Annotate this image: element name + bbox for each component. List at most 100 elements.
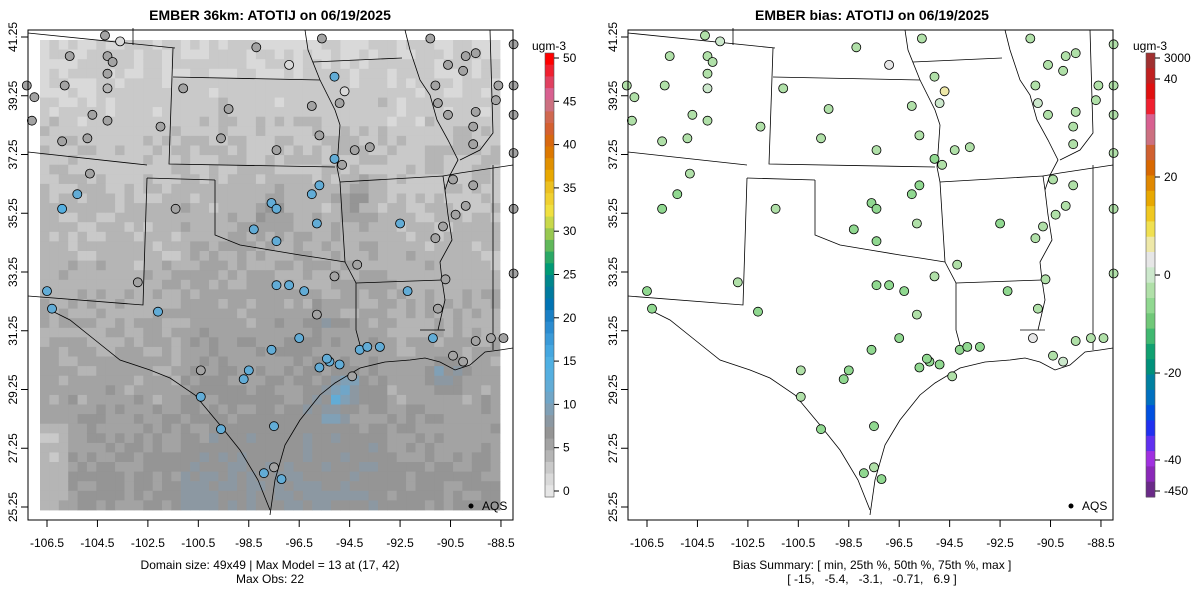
model-cell xyxy=(359,462,369,472)
model-cell xyxy=(162,241,172,252)
model-cell xyxy=(349,203,360,214)
x-tick-label: -104.5 xyxy=(80,536,114,550)
model-cell xyxy=(284,442,294,453)
model-cell xyxy=(105,385,116,396)
model-cell xyxy=(368,251,379,261)
model-cell xyxy=(490,337,501,348)
model-cell xyxy=(152,260,163,271)
bias-station-point xyxy=(1108,39,1119,50)
model-cell xyxy=(209,452,219,463)
model-cell xyxy=(246,462,257,472)
model-cell xyxy=(331,289,341,300)
model-cell xyxy=(227,375,238,386)
model-cell xyxy=(77,375,88,386)
model-cell xyxy=(143,183,154,194)
model-cell xyxy=(265,222,276,233)
model-cell xyxy=(105,490,116,501)
model-cell xyxy=(396,270,407,281)
model-cell xyxy=(143,452,154,463)
obs-station-point xyxy=(284,60,295,70)
model-cell xyxy=(68,212,78,223)
model-cell xyxy=(237,327,247,338)
model-cell xyxy=(58,423,69,434)
model-cell xyxy=(265,212,276,223)
model-cell xyxy=(265,116,276,127)
obs-station-point xyxy=(329,71,340,82)
model-cell xyxy=(293,481,304,492)
model-cell xyxy=(143,174,154,185)
model-cell xyxy=(180,59,191,70)
model-cell xyxy=(40,59,50,70)
model-cell xyxy=(340,270,351,281)
model-cell xyxy=(443,260,454,271)
model-cell xyxy=(387,78,398,89)
model-cell xyxy=(284,155,294,166)
model-cell xyxy=(227,279,238,290)
obs-station-point xyxy=(21,80,32,91)
model-cell xyxy=(312,145,322,156)
model-cell xyxy=(209,270,219,281)
model-cell xyxy=(68,337,78,348)
model-cell xyxy=(340,442,351,453)
model-cell xyxy=(115,442,125,453)
model-cell xyxy=(359,308,369,319)
model-cell xyxy=(143,433,154,444)
y-tick-label: 39.25 xyxy=(606,80,620,110)
model-cell xyxy=(340,126,351,137)
model-cell xyxy=(453,394,463,405)
model-cell xyxy=(68,318,78,329)
model-cell xyxy=(481,231,491,242)
colorbar-swatch xyxy=(545,88,554,101)
model-cell xyxy=(434,116,445,127)
model-cell xyxy=(227,183,238,194)
model-cell xyxy=(171,462,182,472)
model-cell xyxy=(227,212,238,223)
model-cell xyxy=(58,59,69,70)
obs-station-point xyxy=(395,218,406,229)
model-cell xyxy=(68,241,78,252)
x-tick-label: -102.5 xyxy=(131,536,165,550)
model-cell xyxy=(284,164,294,175)
obs-station-point xyxy=(153,306,163,317)
model-cell xyxy=(321,490,332,501)
model-cell xyxy=(415,78,426,89)
model-cell xyxy=(171,414,182,425)
model-cell xyxy=(190,155,200,166)
obs-station-point xyxy=(438,221,448,232)
model-cell xyxy=(49,270,60,281)
obs-station-point xyxy=(223,104,234,114)
model-cell xyxy=(387,452,398,463)
x-tick-label: -90.5 xyxy=(437,536,465,550)
model-cell xyxy=(321,375,332,386)
model-cell xyxy=(199,318,210,329)
model-cell xyxy=(443,366,454,377)
model-cell xyxy=(96,107,107,118)
model-cell xyxy=(255,490,266,501)
model-cell xyxy=(387,385,398,396)
model-cell xyxy=(190,318,200,329)
y-axis: 41.2539.2537.2535.2533.2531.2529.2527.25… xyxy=(606,22,628,522)
model-cell xyxy=(209,356,219,367)
model-cell xyxy=(406,241,416,252)
model-cell xyxy=(321,289,332,300)
model-cell xyxy=(96,462,107,472)
model-cell xyxy=(40,299,50,309)
model-cell xyxy=(171,260,182,271)
colorbar-tick-label: 40 xyxy=(1164,72,1178,86)
model-cell xyxy=(180,270,191,281)
model-cell xyxy=(415,337,426,348)
model-cell xyxy=(255,40,266,50)
obs-station-point xyxy=(216,424,226,435)
model-cell xyxy=(321,193,332,204)
model-cell xyxy=(190,40,200,50)
model-cell xyxy=(49,222,60,233)
model-cell xyxy=(293,231,304,242)
model-cell xyxy=(387,241,398,252)
model-cell xyxy=(237,126,247,137)
model-cell xyxy=(209,327,219,338)
model-cell xyxy=(481,212,491,223)
model-cell xyxy=(40,394,50,405)
model-cell xyxy=(255,423,266,434)
model-cell xyxy=(349,423,360,434)
model-cell xyxy=(359,490,369,501)
